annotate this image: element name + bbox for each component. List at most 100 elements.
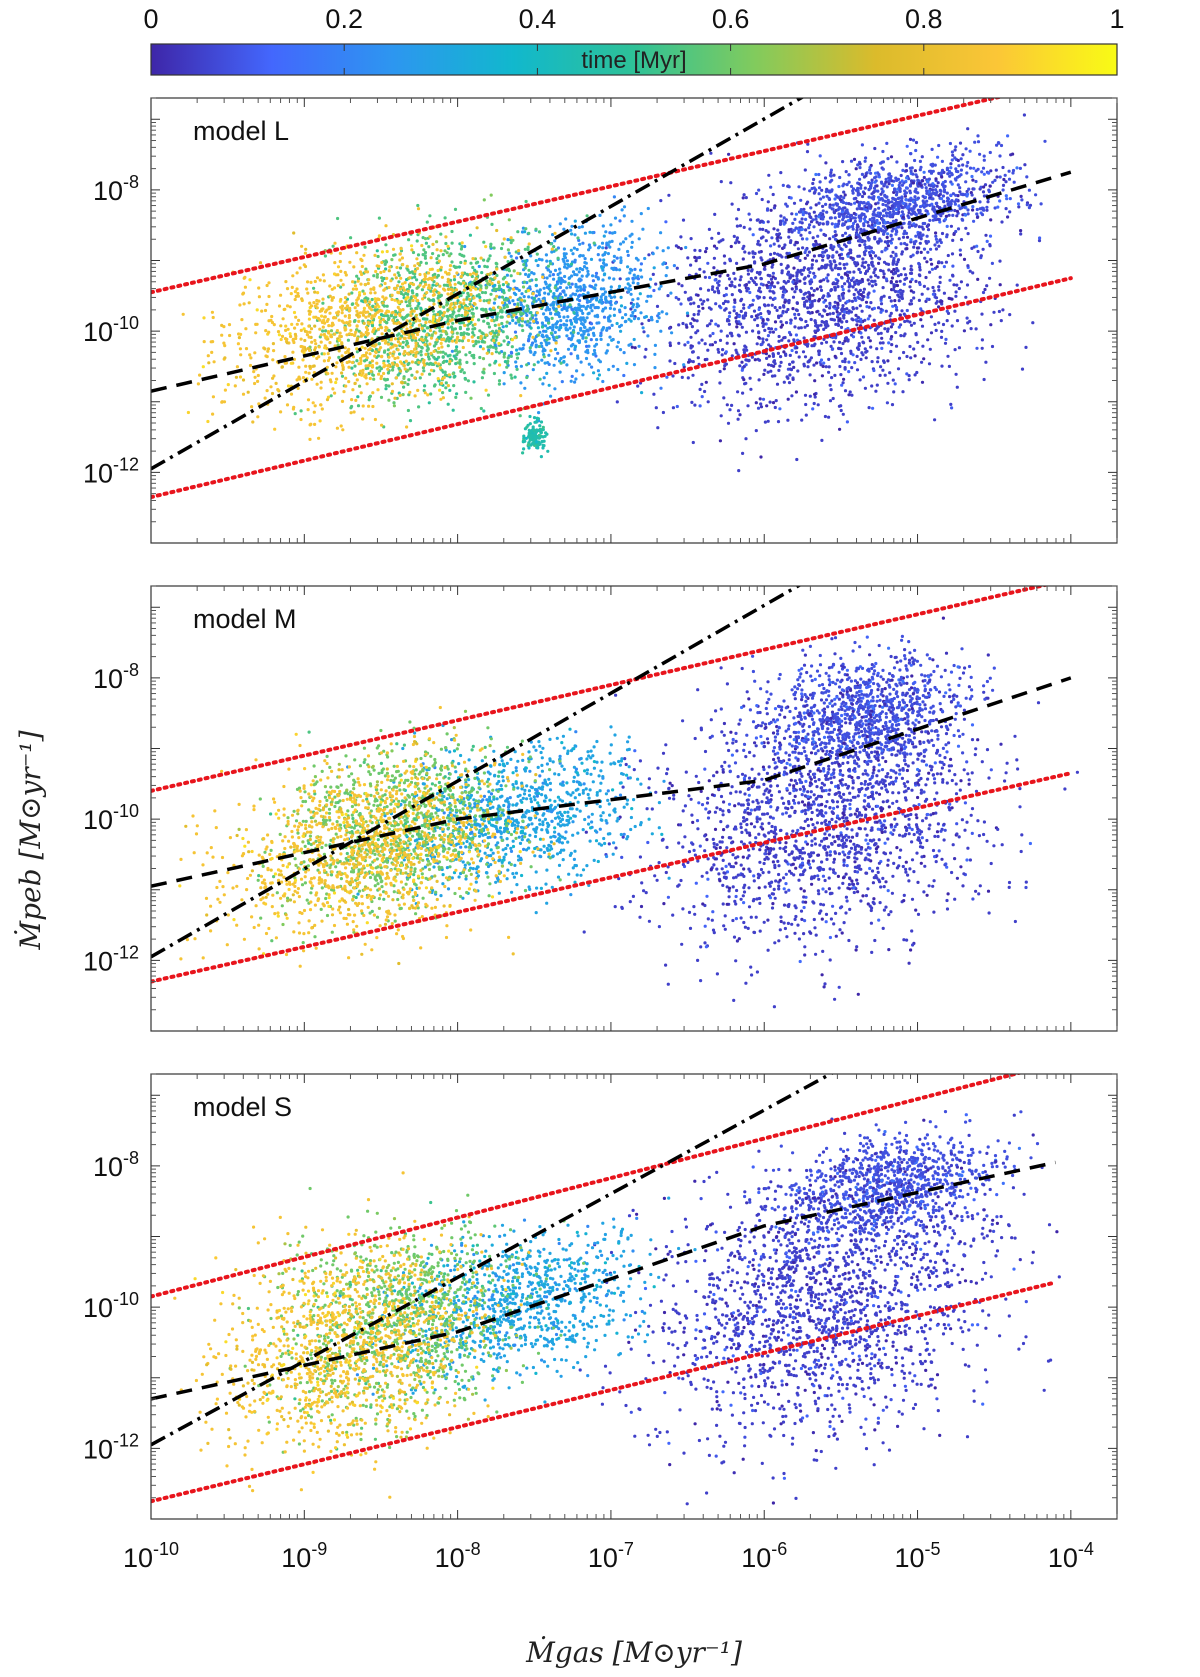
scatter-point bbox=[394, 276, 398, 280]
scatter-point bbox=[456, 299, 460, 303]
scatter-point bbox=[534, 227, 538, 231]
scatter-point bbox=[460, 244, 464, 249]
scatter-point bbox=[996, 205, 1000, 209]
scatter-point bbox=[608, 231, 612, 235]
scatter-point bbox=[790, 212, 794, 216]
scatter-point bbox=[798, 258, 802, 263]
scatter-point bbox=[547, 321, 551, 325]
scatter-point bbox=[502, 371, 506, 375]
scatter-point bbox=[525, 363, 529, 367]
scatter-point bbox=[946, 354, 950, 358]
scatter-point bbox=[806, 253, 810, 257]
scatter-point bbox=[574, 318, 578, 323]
scatter-point bbox=[585, 344, 589, 348]
scatter-point bbox=[886, 201, 890, 205]
scatter-point bbox=[570, 282, 574, 286]
scatter-point bbox=[384, 267, 388, 271]
scatter-point bbox=[806, 267, 810, 271]
scatter-point bbox=[860, 309, 864, 313]
scatter-point bbox=[422, 369, 426, 373]
scatter-point bbox=[376, 254, 380, 259]
scatter-point bbox=[258, 261, 263, 265]
scatter-point bbox=[905, 247, 909, 251]
scatter-point bbox=[501, 330, 505, 334]
scatter-point bbox=[891, 261, 896, 265]
scatter-point bbox=[881, 198, 885, 202]
scatter-point bbox=[517, 288, 521, 292]
scatter-point bbox=[858, 166, 862, 170]
scatter-point bbox=[875, 184, 879, 188]
scatter-point bbox=[677, 282, 681, 286]
scatter-point bbox=[947, 364, 952, 368]
scatter-point bbox=[666, 246, 670, 250]
scatter-point bbox=[772, 291, 776, 295]
scatter-point bbox=[898, 187, 902, 191]
scatter-point bbox=[901, 289, 905, 293]
scatter-point bbox=[536, 360, 540, 364]
scatter-point bbox=[812, 275, 817, 279]
scatter-point bbox=[520, 324, 524, 328]
scatter-point bbox=[724, 286, 729, 290]
scatter-point bbox=[581, 373, 585, 377]
scatter-point bbox=[665, 375, 669, 379]
scatter-point bbox=[619, 260, 623, 265]
scatter-point bbox=[872, 306, 877, 310]
scatter-point bbox=[967, 187, 971, 191]
scatter-point bbox=[1012, 180, 1016, 184]
scatter-point bbox=[851, 307, 856, 311]
scatter-point bbox=[868, 218, 872, 222]
scatter-point bbox=[826, 254, 830, 258]
scatter-point bbox=[640, 275, 644, 279]
scatter-point bbox=[457, 313, 461, 317]
scatter-point bbox=[718, 274, 722, 278]
scatter-point bbox=[443, 370, 447, 374]
scatter-point bbox=[968, 166, 973, 170]
scatter-point bbox=[984, 360, 988, 364]
scatter-point bbox=[325, 398, 330, 402]
scatter-point bbox=[640, 322, 644, 326]
scatter-point bbox=[869, 301, 873, 305]
scatter-point bbox=[995, 143, 999, 147]
scatter-point bbox=[831, 396, 835, 401]
scatter-point bbox=[569, 318, 573, 323]
scatter-point bbox=[851, 187, 856, 191]
scatter-point bbox=[817, 352, 821, 357]
scatter-point bbox=[1017, 205, 1021, 209]
scatter-point bbox=[609, 285, 613, 289]
scatter-point bbox=[595, 338, 599, 342]
scatter-point bbox=[721, 301, 726, 306]
scatter-point bbox=[898, 181, 902, 185]
scatter-point bbox=[866, 224, 871, 228]
scatter-point bbox=[364, 296, 368, 300]
scatter-point bbox=[461, 291, 465, 295]
scatter-point bbox=[914, 148, 918, 153]
scatter-point bbox=[768, 274, 772, 278]
scatter-point bbox=[512, 279, 516, 283]
scatter-point bbox=[908, 137, 913, 141]
scatter-point bbox=[757, 271, 761, 276]
scatter-point bbox=[896, 187, 900, 191]
scatter-point bbox=[821, 250, 825, 254]
scatter-point bbox=[454, 356, 458, 361]
scatter-point bbox=[502, 382, 506, 386]
scatter-point bbox=[439, 333, 443, 337]
scatter-point bbox=[649, 315, 654, 319]
scatter-point bbox=[452, 384, 456, 388]
scatter-point bbox=[636, 277, 641, 281]
scatter-point bbox=[581, 311, 585, 315]
scatter-point bbox=[726, 300, 730, 304]
scatter-point bbox=[313, 279, 317, 284]
scatter-point bbox=[881, 286, 885, 290]
scatter-point bbox=[992, 310, 996, 314]
scatter-point bbox=[579, 360, 583, 364]
scatter-point bbox=[597, 245, 602, 249]
scatter-point bbox=[803, 256, 807, 260]
scatter-point bbox=[782, 245, 786, 250]
scatter-point bbox=[849, 310, 854, 314]
scatter-point bbox=[833, 216, 837, 220]
scatter-point bbox=[811, 181, 815, 186]
scatter-point bbox=[768, 289, 772, 293]
scatter-point bbox=[784, 281, 788, 285]
scatter-point bbox=[370, 297, 374, 302]
scatter-point bbox=[607, 368, 611, 372]
